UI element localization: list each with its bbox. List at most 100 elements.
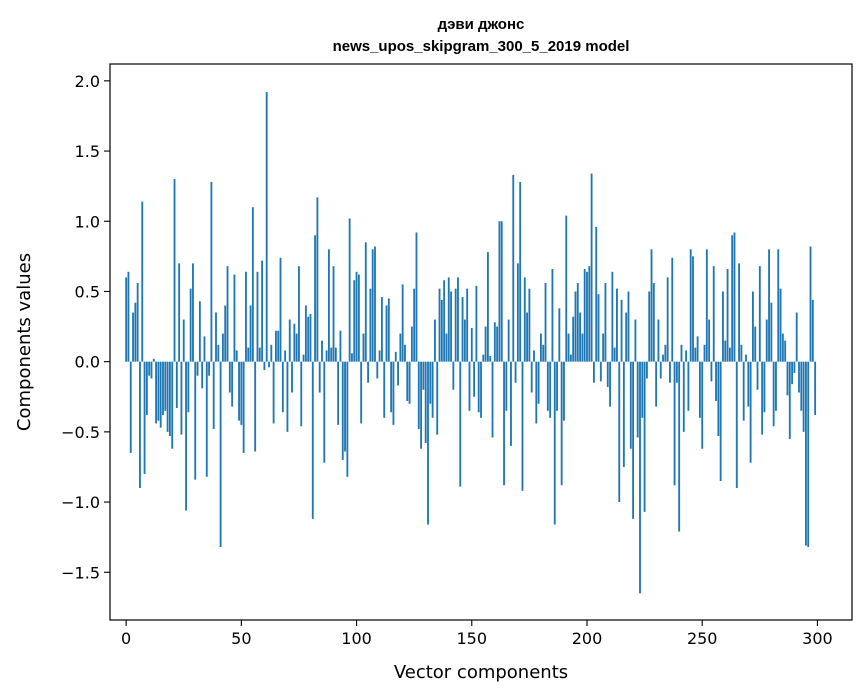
bar <box>802 361 805 432</box>
bar <box>758 266 761 362</box>
y-tick-label: 0.0 <box>75 353 100 372</box>
bar <box>468 361 471 411</box>
bar <box>719 361 722 481</box>
bar <box>539 333 542 362</box>
bar <box>793 361 796 373</box>
bar <box>383 361 386 418</box>
x-tick-label: 300 <box>802 629 833 648</box>
bar <box>498 221 501 362</box>
bar <box>217 344 220 362</box>
bar <box>781 333 784 362</box>
bar <box>671 257 674 362</box>
bar <box>786 361 789 396</box>
y-tick-label: 0.5 <box>75 282 100 301</box>
x-tick-label: 100 <box>341 629 372 648</box>
bar <box>279 257 282 362</box>
bar <box>258 347 261 362</box>
bar <box>431 361 434 418</box>
bar <box>219 361 222 547</box>
bar <box>323 361 326 463</box>
x-tick-label: 200 <box>572 629 603 648</box>
bar <box>401 284 404 362</box>
bar <box>194 361 197 480</box>
bar <box>245 271 247 362</box>
bar <box>761 361 764 435</box>
bar <box>445 333 448 362</box>
bar <box>579 312 582 362</box>
bar <box>747 361 750 407</box>
bar <box>599 361 602 382</box>
bar <box>804 361 807 546</box>
bar <box>307 316 310 362</box>
bar <box>765 319 768 362</box>
bar <box>602 333 605 362</box>
bar <box>491 361 494 438</box>
bar <box>698 361 701 418</box>
bar <box>215 312 217 362</box>
bar <box>775 361 777 411</box>
bar <box>811 299 814 362</box>
bar <box>284 350 287 362</box>
bar <box>433 319 436 362</box>
bar <box>362 333 365 362</box>
bar <box>763 361 766 413</box>
bar <box>387 298 390 362</box>
bar <box>726 268 729 362</box>
x-tick-label: 150 <box>457 629 488 648</box>
x-axis-label: Vector components <box>394 662 568 683</box>
bar <box>622 361 625 467</box>
bar <box>125 277 128 362</box>
bar <box>620 299 623 362</box>
bar <box>242 361 245 453</box>
bar <box>480 361 482 418</box>
bar <box>422 361 425 390</box>
bar <box>394 351 397 362</box>
bar <box>618 361 621 503</box>
y-axis-ticks: −1.5 −1.0 −0.5 0.0 0.5 1.0 1.5 2.0 <box>61 72 110 582</box>
bar <box>281 361 284 413</box>
y-tick-label: 1.5 <box>75 142 100 161</box>
chart-subtitle: news_upos_skipgram_300_5_2019 model <box>333 38 630 55</box>
bar <box>300 361 303 427</box>
bar <box>392 361 395 425</box>
bar <box>613 347 616 362</box>
bar <box>295 333 298 362</box>
bar <box>740 344 743 362</box>
bar <box>597 294 600 362</box>
chart-title: дэви джонс <box>438 16 525 33</box>
bar <box>339 330 342 362</box>
bar <box>512 174 515 362</box>
x-tick-label: 0 <box>121 629 131 648</box>
bar <box>473 361 476 397</box>
bar <box>166 361 169 432</box>
bar <box>178 263 181 362</box>
bar <box>171 361 174 449</box>
bar <box>507 319 510 362</box>
bar <box>675 361 678 383</box>
bar <box>173 179 176 362</box>
bar <box>175 361 178 408</box>
bar <box>664 344 667 362</box>
bar <box>669 361 671 383</box>
bar <box>461 297 464 362</box>
bar <box>466 288 469 362</box>
bar <box>510 361 512 446</box>
bar <box>731 235 734 362</box>
bar <box>268 361 270 368</box>
y-tick-label: 1.0 <box>75 212 100 231</box>
bar <box>738 263 741 362</box>
bar <box>256 271 259 362</box>
bar <box>807 361 810 547</box>
bar <box>337 361 340 425</box>
bar <box>526 312 529 362</box>
bar <box>212 361 215 430</box>
bar <box>798 361 800 393</box>
bar <box>293 323 296 362</box>
bar <box>378 350 381 362</box>
bar <box>722 291 724 362</box>
bar <box>450 291 452 362</box>
bar <box>678 361 681 532</box>
bar <box>332 266 335 362</box>
bar <box>454 288 457 362</box>
